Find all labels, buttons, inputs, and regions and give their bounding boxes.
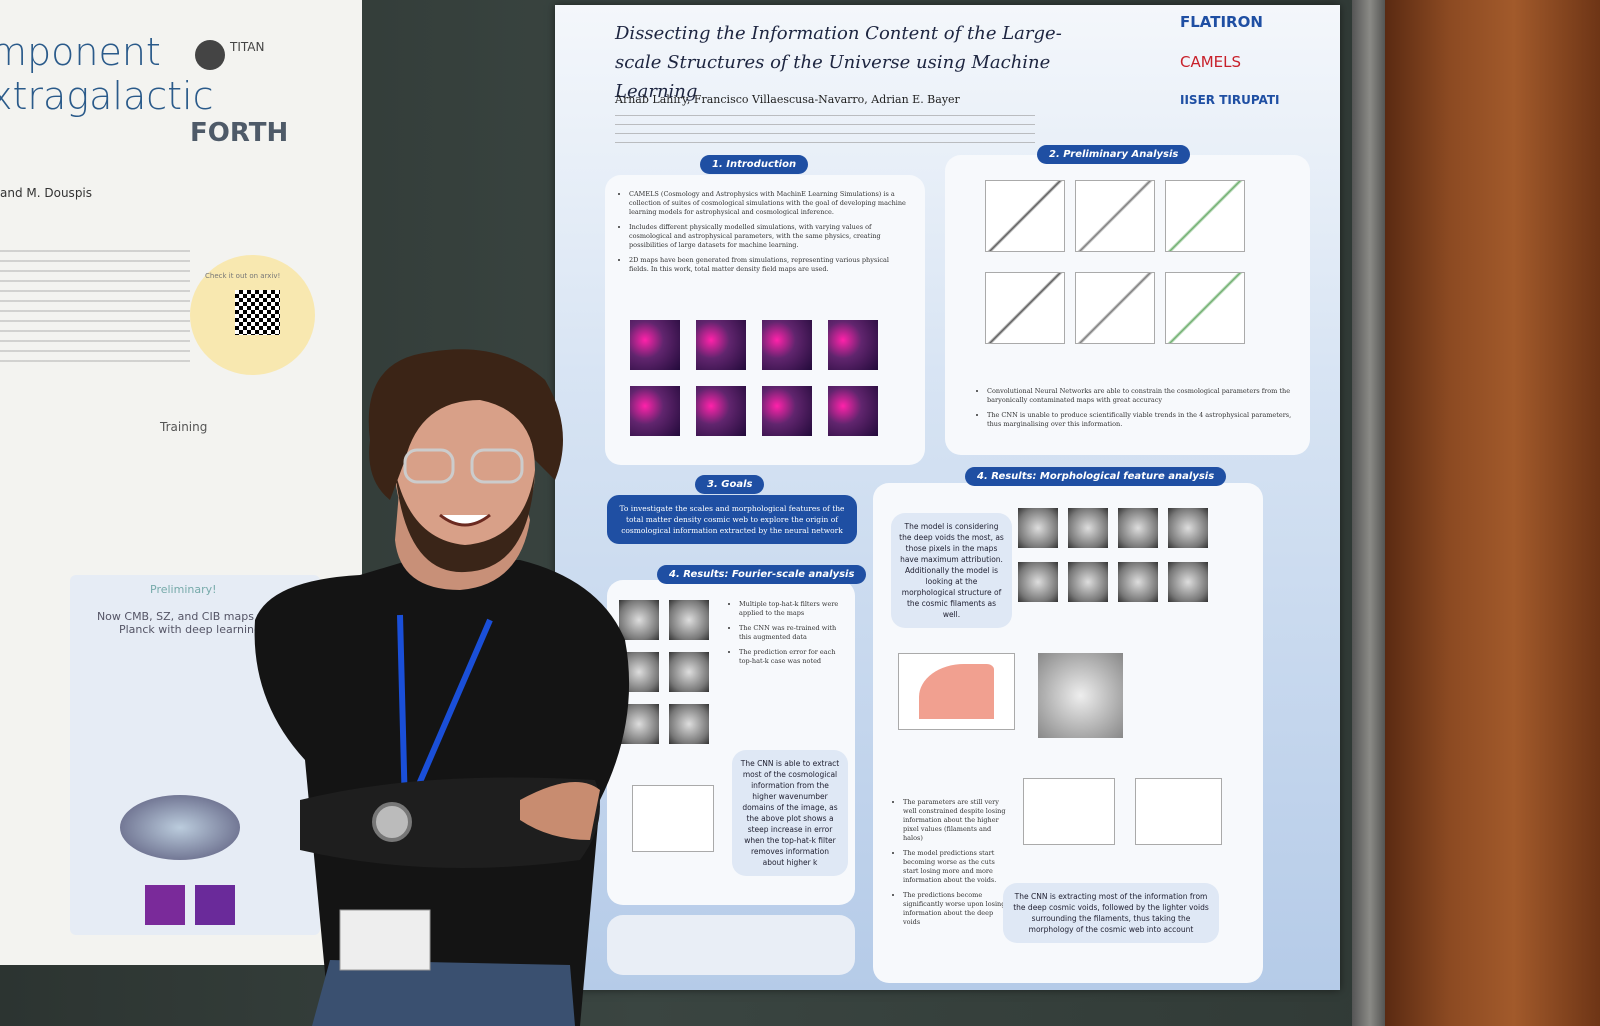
bullet: CAMELS (Cosmology and Astrophysics with …	[629, 190, 907, 217]
authors: Arnab Lahiry, Francisco Villaescusa-Nava…	[615, 93, 960, 106]
section-heading: 1. Introduction	[700, 155, 809, 174]
logo: FLATIRON	[1180, 13, 1263, 31]
bullet: The CNN was re-trained with this augment…	[739, 624, 847, 642]
bullet: The parameters are still very well const…	[903, 798, 1006, 843]
arxiv-note: Check it out on arxiv!	[205, 272, 281, 280]
logo: CAMELS	[1180, 53, 1242, 71]
logo: FORTH	[190, 118, 289, 148]
poster-title: Dissecting the Information Content of th…	[615, 23, 1062, 102]
logo: IISER TIRUPATI	[1180, 93, 1280, 107]
bullet: The model predictions start becoming wor…	[903, 849, 1006, 885]
section-heading: 3. Goals	[695, 475, 765, 494]
text: Now CMB, SZ, and CIB maps from Planck wi…	[96, 610, 284, 636]
section-heading: 4. Results: Fourier-scale analysis	[657, 565, 867, 584]
poster-title: xtragalactic	[0, 74, 214, 118]
section: Convolutional Neural Networks are able t…	[945, 155, 1310, 455]
note: The model is considering the deep voids …	[891, 513, 1012, 628]
door	[1385, 0, 1600, 1026]
section: Multiple top-hat-k filters were applied …	[607, 580, 855, 905]
bullet: Multiple top-hat-k filters were applied …	[739, 600, 847, 618]
section: CAMELS (Cosmology and Astrophysics with …	[605, 175, 925, 465]
poster-title: mponent	[0, 30, 161, 74]
bullet: Includes different physically modelled s…	[629, 223, 907, 250]
note: The CNN is able to extract most of the c…	[732, 750, 848, 876]
section: The model is considering the deep voids …	[873, 483, 1263, 983]
goals: To investigate the scales and morphologi…	[607, 495, 857, 544]
heading: Preliminary!	[150, 583, 217, 596]
main-poster: Dissecting the Information Content of th…	[555, 5, 1340, 990]
bullet: 2D maps have been generated from simulat…	[629, 256, 907, 274]
logo: TITAN	[230, 40, 265, 54]
section-heading: 4. Results: Morphological feature analys…	[965, 467, 1227, 486]
bullet: The predictions become significantly wor…	[903, 891, 1006, 927]
heading: Training	[160, 420, 208, 434]
section-heading: 2. Preliminary Analysis	[1037, 145, 1191, 164]
bullet: The CNN is unable to produce scientifica…	[987, 411, 1295, 429]
footer	[607, 915, 855, 975]
bullet: The prediction error for each top-hat-k …	[739, 648, 847, 666]
note: The CNN is extracting most of the inform…	[1003, 883, 1219, 943]
door-frame	[1352, 0, 1388, 1026]
bullet: Convolutional Neural Networks are able t…	[987, 387, 1295, 405]
authors: and M. Douspis	[0, 186, 93, 200]
